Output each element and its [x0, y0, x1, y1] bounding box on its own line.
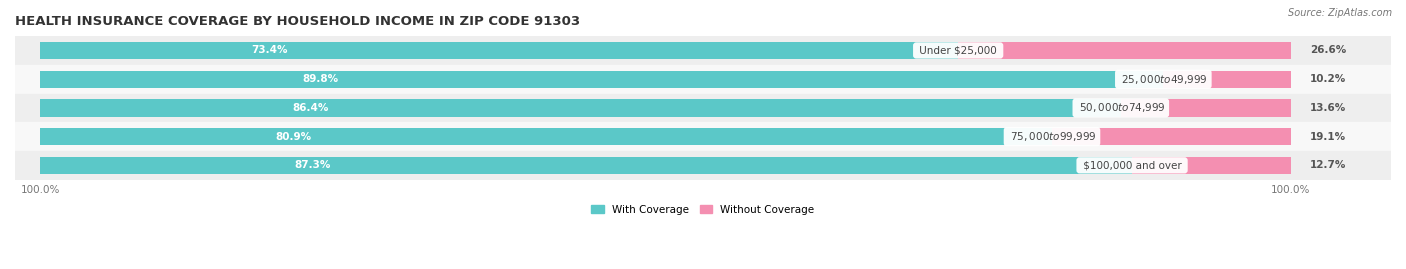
Legend: With Coverage, Without Coverage: With Coverage, Without Coverage — [592, 205, 814, 215]
Bar — [15, 151, 1391, 180]
Bar — [39, 128, 1052, 145]
Text: $25,000 to $49,999: $25,000 to $49,999 — [1118, 73, 1209, 86]
Bar — [1052, 128, 1291, 145]
Text: 12.7%: 12.7% — [1310, 160, 1346, 170]
Text: 89.8%: 89.8% — [302, 74, 339, 84]
Text: 86.4%: 86.4% — [292, 103, 329, 113]
Text: 87.3%: 87.3% — [295, 160, 332, 170]
Bar — [957, 42, 1291, 59]
Bar — [1121, 99, 1291, 116]
Text: $75,000 to $99,999: $75,000 to $99,999 — [1007, 130, 1097, 143]
Text: 19.1%: 19.1% — [1310, 132, 1346, 141]
Bar — [1163, 70, 1291, 88]
Bar — [39, 70, 1163, 88]
Text: 10.2%: 10.2% — [1310, 74, 1346, 84]
Text: Under $25,000: Under $25,000 — [917, 45, 1000, 55]
Text: Source: ZipAtlas.com: Source: ZipAtlas.com — [1288, 8, 1392, 18]
Text: 73.4%: 73.4% — [252, 45, 288, 55]
Text: 80.9%: 80.9% — [276, 132, 311, 141]
Bar — [15, 65, 1391, 94]
Bar — [15, 36, 1391, 65]
Text: 13.6%: 13.6% — [1310, 103, 1346, 113]
Bar — [15, 122, 1391, 151]
Bar — [39, 42, 957, 59]
Text: $50,000 to $74,999: $50,000 to $74,999 — [1076, 101, 1166, 114]
Text: 26.6%: 26.6% — [1310, 45, 1346, 55]
Bar — [1132, 157, 1291, 174]
Text: $100,000 and over: $100,000 and over — [1080, 160, 1185, 170]
Text: HEALTH INSURANCE COVERAGE BY HOUSEHOLD INCOME IN ZIP CODE 91303: HEALTH INSURANCE COVERAGE BY HOUSEHOLD I… — [15, 15, 581, 28]
Bar — [39, 99, 1121, 116]
Bar — [15, 94, 1391, 122]
Bar — [39, 157, 1132, 174]
